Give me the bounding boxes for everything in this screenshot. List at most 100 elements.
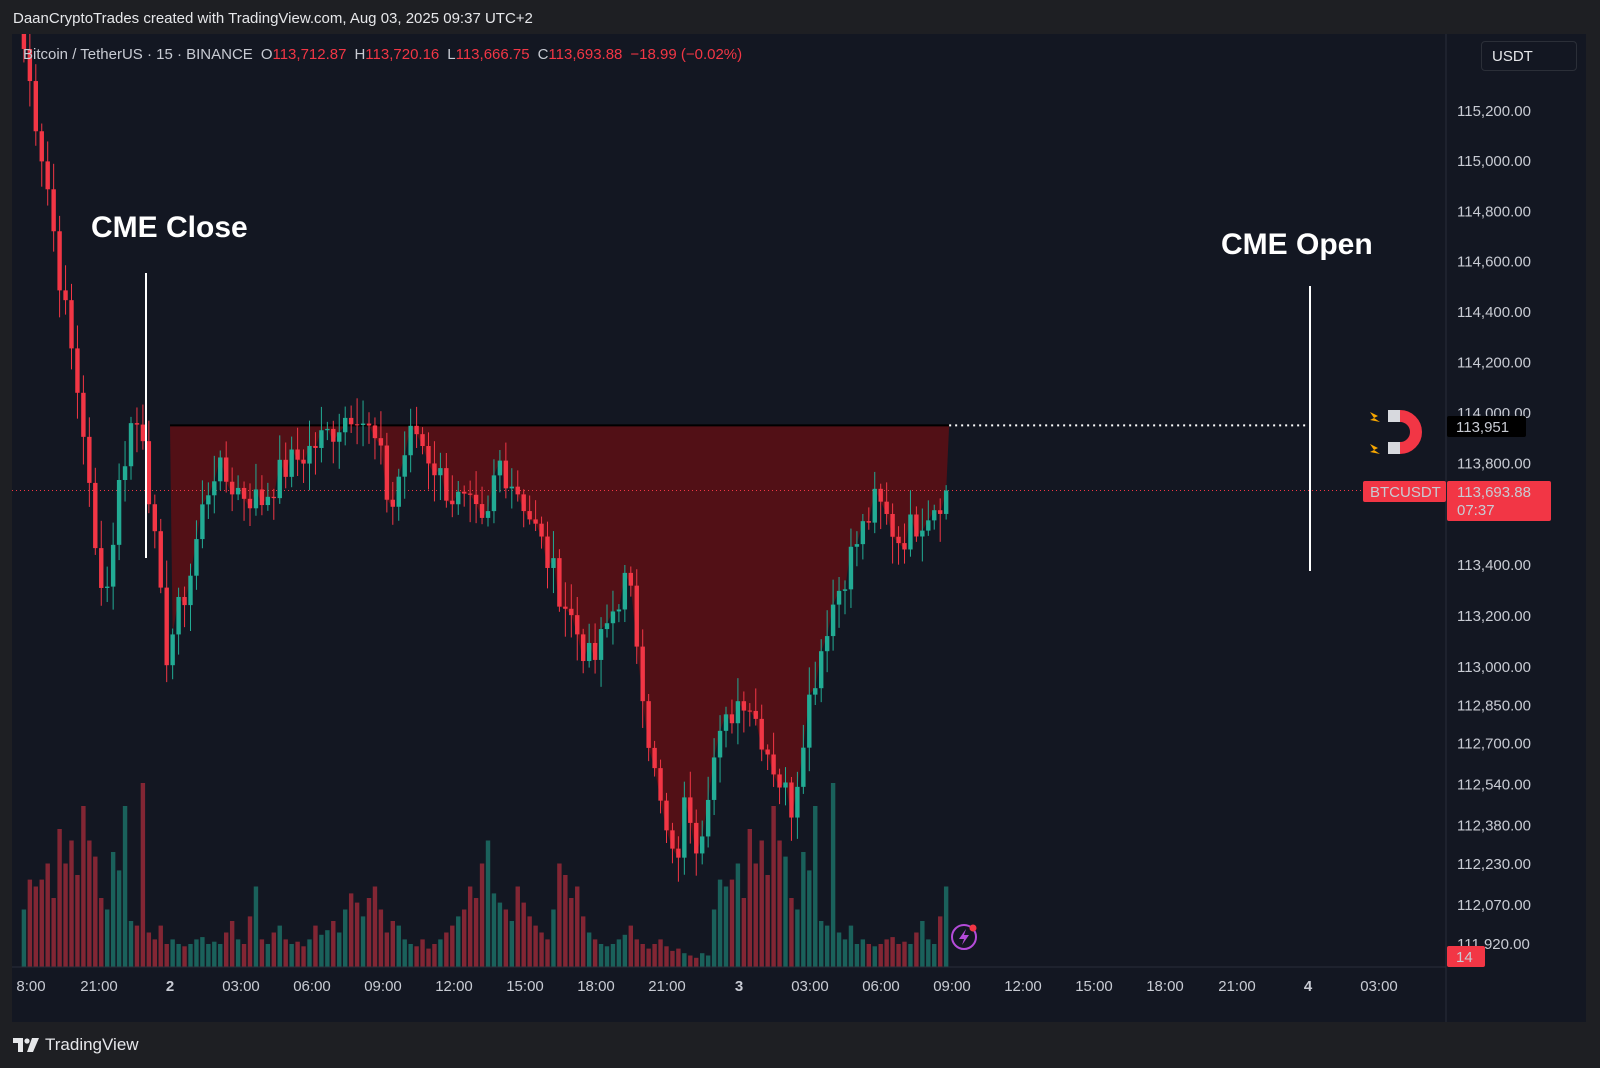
volume-bar — [819, 921, 824, 967]
event-badge-bg[interactable] — [1447, 946, 1485, 967]
tradingview-logo[interactable]: TradingView — [13, 1033, 139, 1057]
candle-body — [253, 489, 259, 509]
candlesticks — [21, 34, 949, 882]
volume-bar — [682, 953, 687, 967]
volume-bar — [789, 898, 794, 967]
volume-bar — [116, 870, 122, 967]
volume-bar — [21, 909, 27, 967]
volume-bar — [467, 886, 473, 967]
current-price-label: 113,693.88 — [1457, 484, 1531, 501]
volume-bar — [170, 939, 175, 967]
lightning-icon[interactable] — [951, 924, 977, 950]
volume-bar — [658, 939, 663, 967]
candle-body — [87, 436, 92, 483]
gap-level-label-bg — [1447, 416, 1526, 437]
candle-body — [182, 596, 187, 606]
candle-body — [616, 609, 622, 612]
candle-body — [348, 417, 354, 425]
candle-body — [836, 590, 842, 605]
volume-bar — [99, 898, 104, 967]
candle-body — [711, 757, 717, 800]
candle-body — [759, 718, 764, 750]
volume-bar — [527, 916, 532, 967]
volume-bar — [741, 898, 747, 967]
candle-body — [420, 434, 425, 447]
candle-body — [218, 457, 223, 482]
candle-body — [408, 425, 413, 456]
y-tick-label: 112,540.00 — [1457, 777, 1531, 794]
candle-body — [700, 836, 705, 854]
currency-selector[interactable]: USDT — [1481, 41, 1577, 71]
candle-body — [473, 494, 479, 505]
candle-body — [27, 48, 33, 82]
candle-body — [741, 701, 747, 711]
countdown-label: 07:37 — [1457, 502, 1495, 519]
volume-bar — [229, 921, 235, 967]
y-tick-label: 115,000.00 — [1457, 153, 1531, 170]
candle-body — [307, 445, 312, 464]
high-label: H — [354, 46, 366, 63]
y-tick-label: 112,230.00 — [1457, 856, 1531, 873]
volume-bar — [247, 916, 253, 967]
volume-bar — [319, 934, 324, 967]
volume-bar — [640, 944, 645, 967]
x-tick-label: 15:00 — [506, 978, 544, 995]
volume-bar — [759, 840, 764, 967]
candle-body — [515, 486, 520, 495]
volume-bar — [926, 939, 931, 967]
volume-bar — [414, 946, 419, 967]
volume-bar — [105, 909, 110, 967]
volume-bar — [664, 946, 669, 967]
y-tick-label: 112,850.00 — [1457, 697, 1531, 714]
candle-body — [765, 749, 770, 755]
volume-bar — [402, 939, 407, 967]
candle-body — [682, 797, 687, 858]
candle-body — [604, 623, 610, 630]
candle-body — [575, 615, 580, 635]
symbol-tag-bg[interactable] — [1363, 481, 1446, 502]
candle-body — [295, 449, 300, 460]
symbol-tag[interactable]: BTCUSDT — [1370, 484, 1441, 501]
x-tick-label: 4 — [1304, 978, 1313, 995]
candle-body — [402, 455, 407, 477]
x-tick-label: 09:00 — [364, 978, 402, 995]
candle-body — [747, 710, 752, 712]
volume-bar — [348, 893, 354, 967]
volume-bar — [462, 909, 467, 967]
price-chart[interactable]: CME Close CME Open 115,200.00115,000.001… — [12, 34, 1586, 1022]
event-badge[interactable]: 14 — [1456, 949, 1473, 966]
volume-bar — [896, 944, 901, 967]
candle-body — [848, 546, 854, 590]
candle-body — [938, 510, 943, 514]
x-tick-label: 03:00 — [222, 978, 260, 995]
candle-body — [277, 459, 282, 499]
volume-bar — [444, 932, 449, 967]
candle-body — [497, 460, 503, 476]
volume-bar — [93, 856, 98, 967]
volume-bar — [479, 863, 485, 967]
volume-bar — [259, 939, 265, 967]
candle-body — [670, 830, 675, 849]
volume-bar — [343, 909, 348, 967]
candle-body — [241, 487, 247, 499]
candle-body — [51, 189, 56, 232]
volume-bar — [723, 886, 729, 967]
chart-panel[interactable]: CME Close CME Open 115,200.00 115,000.00 1… — [12, 34, 1586, 1022]
symbol-title[interactable]: Bitcoin / TetherUS · 15 · BINANCE — [23, 46, 253, 63]
y-tick-label: 112,070.00 — [1457, 897, 1531, 914]
volume-bar — [563, 875, 568, 967]
candle-body — [331, 428, 336, 442]
volume-bar — [747, 829, 752, 967]
gap-level-label: 113,951 — [1456, 419, 1509, 436]
candle-body — [438, 468, 443, 476]
volume-bar — [200, 937, 205, 967]
volume-bar — [188, 944, 193, 967]
candle-body — [301, 459, 306, 464]
candle-body — [866, 521, 871, 523]
x-tick-label: 21:00 — [80, 978, 118, 995]
volume-bar — [622, 934, 628, 967]
volume-bar — [765, 875, 770, 967]
volume-bar — [325, 930, 330, 967]
volume-bar — [182, 946, 187, 967]
candle-body — [694, 822, 699, 854]
